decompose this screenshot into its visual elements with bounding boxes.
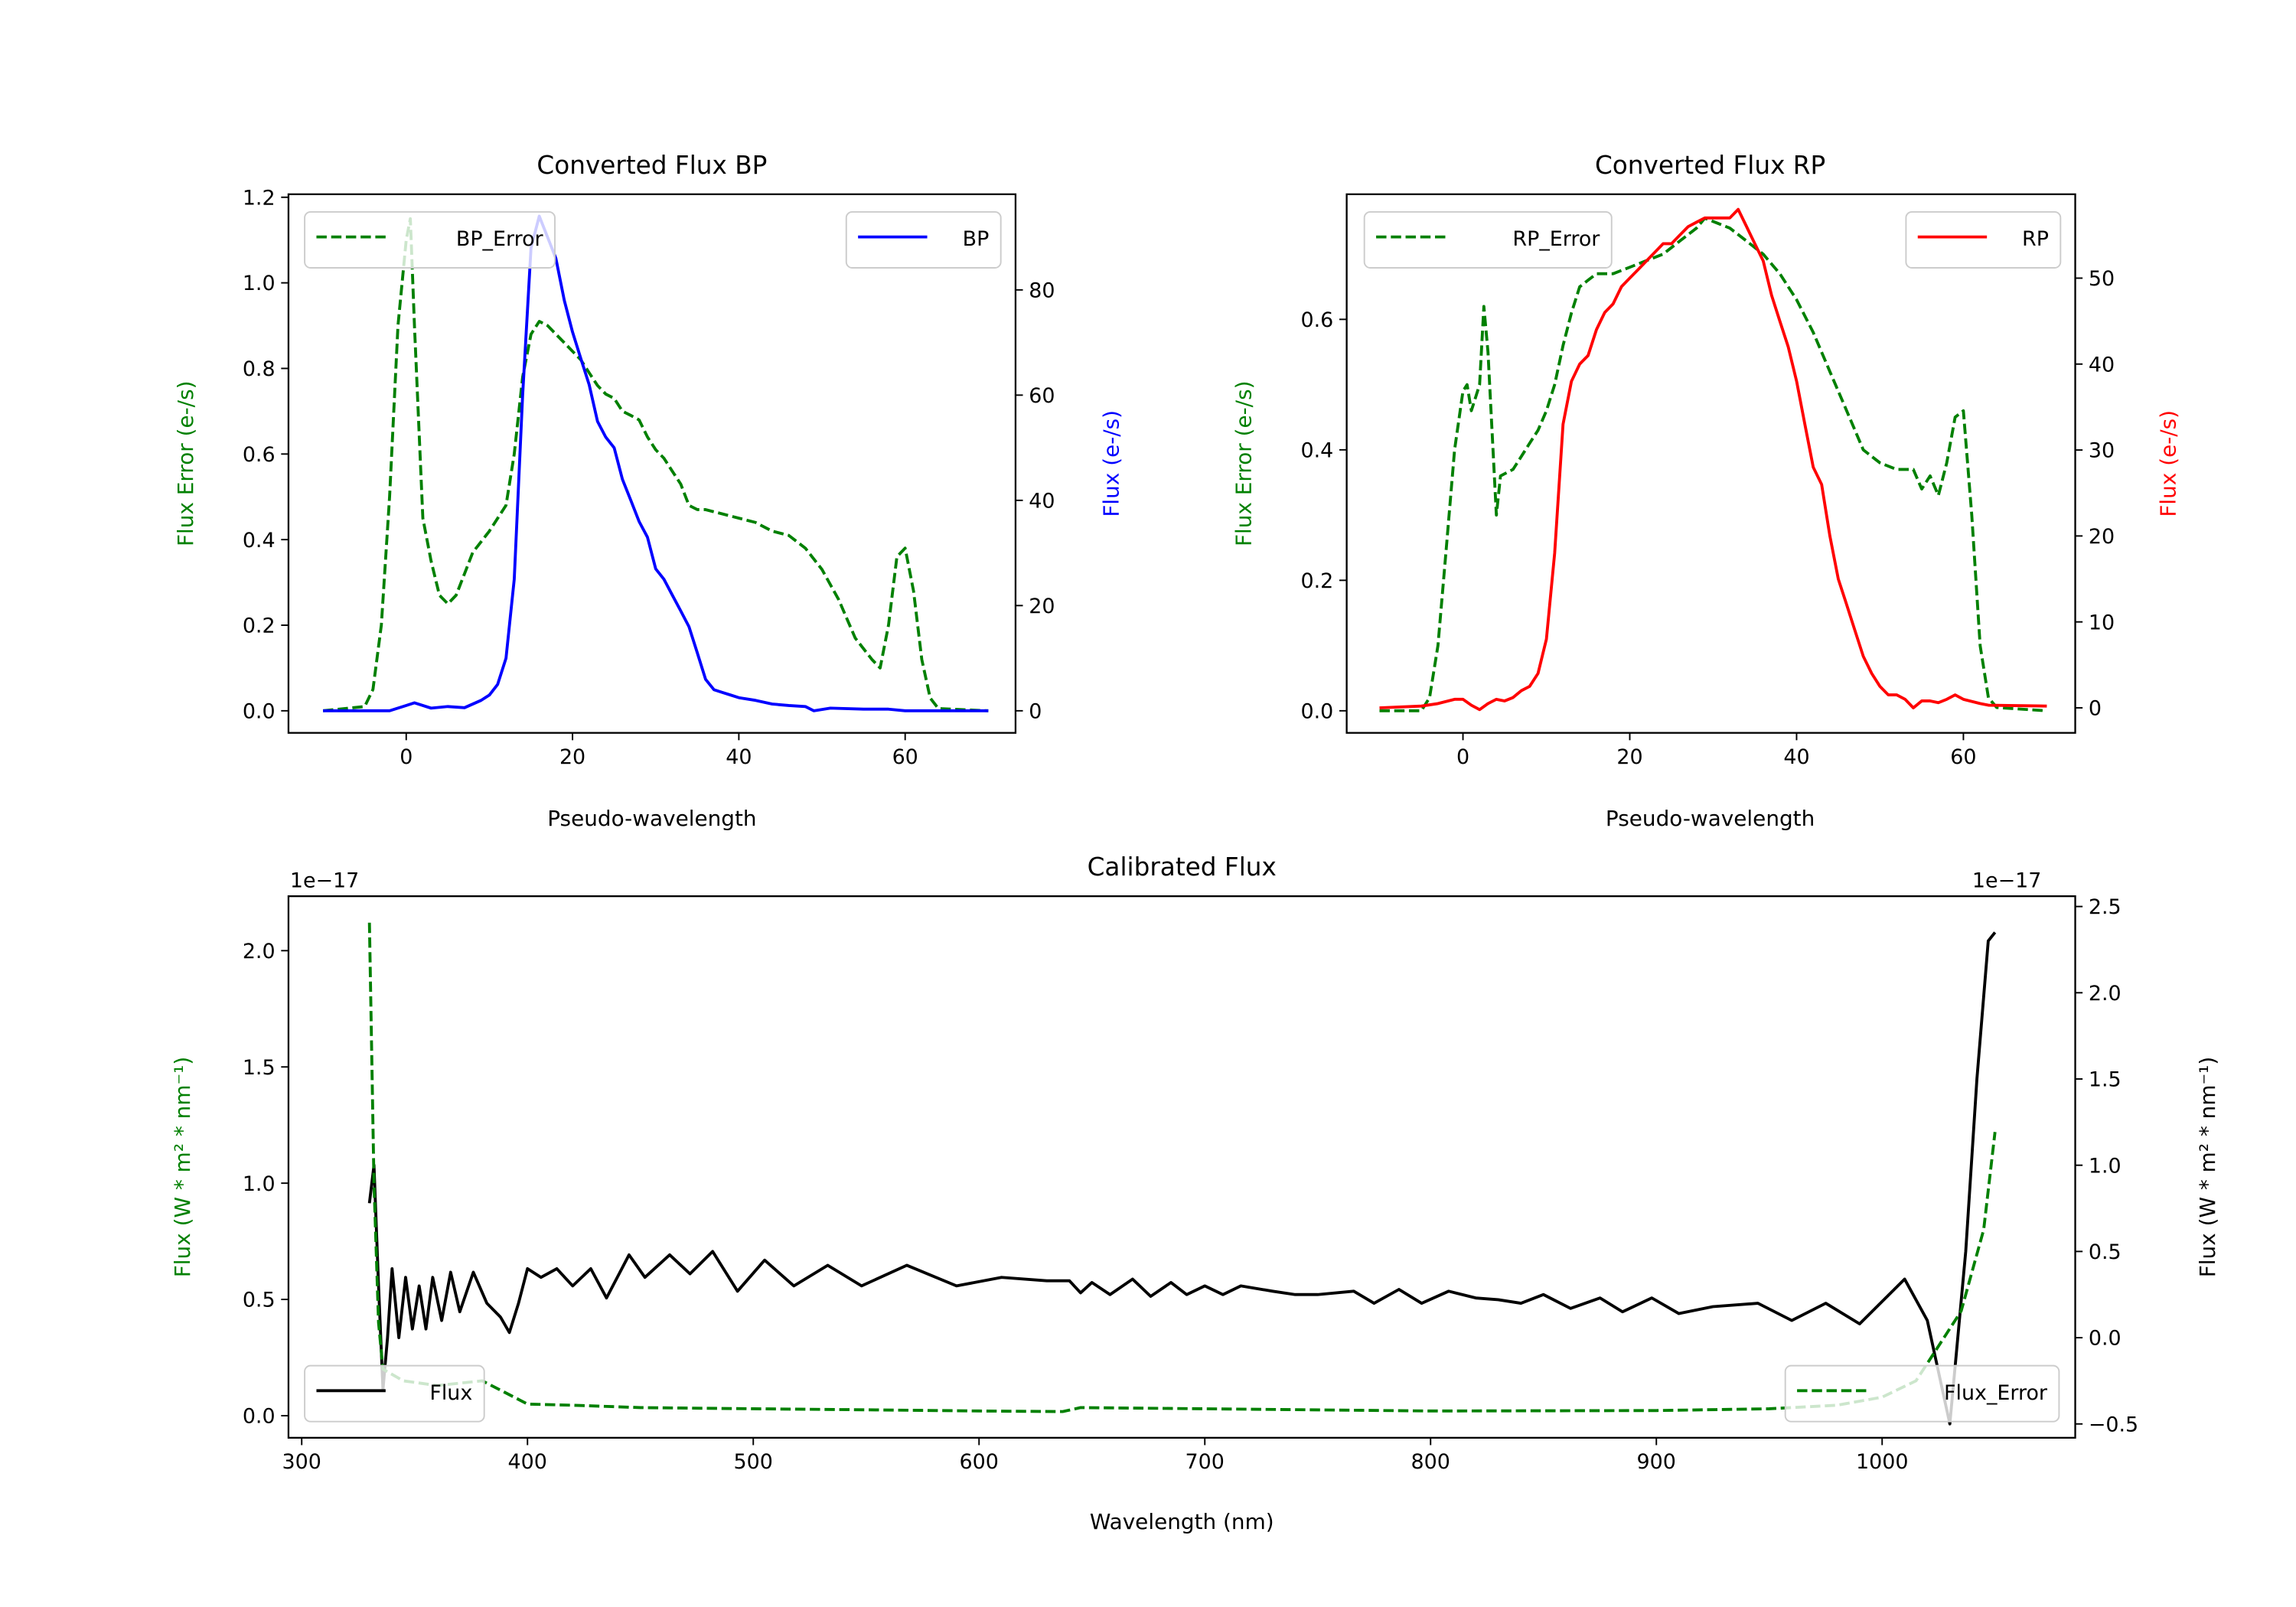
rp-ytick-left-label: 0.0: [1301, 699, 1334, 723]
rp-ytick-left-label: 0.2: [1301, 569, 1334, 593]
cal-xtick-label: 300: [282, 1450, 321, 1474]
cal-ytick-right-label: 0.0: [2089, 1327, 2122, 1351]
cal-offset-left: 1e−17: [290, 869, 359, 893]
cal-series-flux: [367, 931, 1997, 1426]
rp-ylabel-right: Flux (e-/s): [2155, 410, 2180, 517]
bp-ytick-left-label: 0.2: [243, 614, 276, 638]
bp-ytick-left-label: 1.2: [243, 186, 276, 210]
legend-label: Flux: [429, 1381, 472, 1405]
cal-series-flux-error: [367, 922, 1997, 1413]
bp-ytick-left-label: 0.4: [243, 529, 276, 553]
rp-ytick-left-label: 0.4: [1301, 438, 1334, 462]
rp-ytick-right-label: 20: [2089, 525, 2115, 549]
bp-ytick-right-label: 80: [1029, 279, 1055, 302]
rp-xtick-label: 0: [1456, 745, 1469, 769]
bp-ylabel-right: Flux (e-/s): [1099, 410, 1124, 517]
cal-legend-flux: Flux: [304, 1364, 485, 1423]
legend-box: [845, 210, 1002, 269]
rp-xlabel: Pseudo-wavelength: [1606, 806, 1815, 831]
rp-legend-rp-error: RP_Error: [1363, 210, 1613, 269]
rp-ytick-right-label: 40: [2089, 353, 2115, 376]
cal-xtick-label: 1000: [1856, 1450, 1908, 1474]
legend-box: [1363, 210, 1613, 269]
bp-panel: Converted Flux BP Pseudo-wavelength Flux…: [173, 151, 1124, 831]
rp-xtick-label: 20: [1616, 745, 1642, 769]
cal-xtick-label: 400: [508, 1450, 547, 1474]
cal-ytick-right-label: 2.0: [2089, 982, 2122, 1006]
cal-ylabel-left: Flux (W * m² * nm⁻¹): [170, 1057, 195, 1277]
bp-legend-bp: BP: [845, 210, 1002, 269]
cal-ytick-right-label: 1.5: [2089, 1068, 2122, 1092]
legend-label: BP: [963, 227, 990, 251]
legend-label: RP: [2022, 227, 2049, 251]
cal-ytick-left-label: 1.0: [243, 1172, 276, 1196]
cal-ytick-left-label: 2.0: [243, 940, 276, 963]
cal-ytick-right-label: 0.5: [2089, 1240, 2122, 1264]
rp-panel: Converted Flux RP Pseudo-wavelength Flux…: [1231, 151, 2181, 831]
rp-xtick-label: 60: [1950, 745, 1976, 769]
cal-xtick-label: 600: [960, 1450, 999, 1474]
cal-ytick-left-label: 0.0: [243, 1405, 276, 1429]
legend-box: [304, 210, 556, 269]
rp-ylabel-left: Flux Error (e-/s): [1231, 381, 1257, 546]
rp-series-rp-error: [1379, 217, 2047, 712]
cal-xlabel: Wavelength (nm): [1090, 1509, 1274, 1534]
rp-series-rp: [1379, 207, 2047, 712]
bp-ylabel-left: Flux Error (e-/s): [173, 381, 198, 546]
bp-legend-bp-error: BP_Error: [304, 210, 556, 269]
bp-xlabel: Pseudo-wavelength: [547, 806, 756, 831]
rp-legend-rp: RP: [1905, 210, 2062, 269]
rp-ytick-right-label: 30: [2089, 439, 2115, 463]
cal-ytick-left-label: 0.5: [243, 1289, 276, 1312]
bp-ytick-right-label: 40: [1029, 489, 1055, 513]
bp-ytick-right-label: 60: [1029, 384, 1055, 408]
cal-title: Calibrated Flux: [1088, 852, 1277, 882]
bp-xtick-label: 0: [400, 745, 413, 769]
calibrated-panel: Calibrated Flux Wavelength (nm) 1e−17 1e…: [170, 852, 2220, 1534]
cal-xtick-label: 500: [734, 1450, 773, 1474]
cal-ytick-right-label: 2.5: [2089, 895, 2122, 919]
cal-ytick-right-label: −0.5: [2089, 1413, 2138, 1436]
legend-box: [1784, 1364, 2060, 1423]
bp-ytick-left-label: 0.0: [243, 699, 276, 723]
bp-title: Converted Flux BP: [536, 151, 767, 180]
cal-offset-right: 1e−17: [1972, 869, 2041, 893]
rp-ytick-right-label: 0: [2089, 697, 2102, 721]
bp-xtick-label: 40: [726, 745, 752, 769]
rp-ytick-left-label: 0.6: [1301, 308, 1334, 332]
legend-label: Flux_Error: [1944, 1381, 2048, 1405]
rp-xtick-label: 40: [1783, 745, 1809, 769]
bp-xtick-label: 60: [892, 745, 918, 769]
cal-ytick-left-label: 1.5: [243, 1056, 276, 1080]
bp-series-bp: [323, 214, 989, 712]
bp-xtick-label: 20: [559, 745, 585, 769]
bp-axes-frame: [287, 193, 1017, 734]
cal-xtick-label: 700: [1186, 1450, 1225, 1474]
bp-ytick-right-label: 0: [1029, 699, 1042, 723]
rp-ytick-right-label: 10: [2089, 611, 2115, 634]
cal-axes-frame: [287, 895, 2076, 1439]
rp-axes-frame: [1345, 193, 2076, 734]
legend-label: RP_Error: [1512, 227, 1600, 251]
cal-ylabel-right: Flux (W * m² * nm⁻¹): [2195, 1057, 2220, 1277]
legend-label: BP_Error: [456, 227, 544, 251]
legend-box: [1905, 210, 2062, 269]
cal-xtick-label: 800: [1411, 1450, 1450, 1474]
bp-ytick-left-label: 1.0: [243, 272, 276, 295]
bp-series-bp-error: [322, 217, 989, 712]
legend-box: [304, 1364, 485, 1423]
cal-ytick-right-label: 1.0: [2089, 1154, 2122, 1178]
cal-xtick-label: 900: [1637, 1450, 1676, 1474]
bp-ytick-right-label: 20: [1029, 595, 1055, 618]
rp-title: Converted Flux RP: [1595, 151, 1825, 180]
bp-ytick-left-label: 0.8: [243, 357, 276, 381]
bp-ytick-left-label: 0.6: [243, 443, 276, 467]
cal-legend-flux-error: Flux_Error: [1784, 1364, 2060, 1423]
rp-ytick-right-label: 50: [2089, 267, 2115, 291]
